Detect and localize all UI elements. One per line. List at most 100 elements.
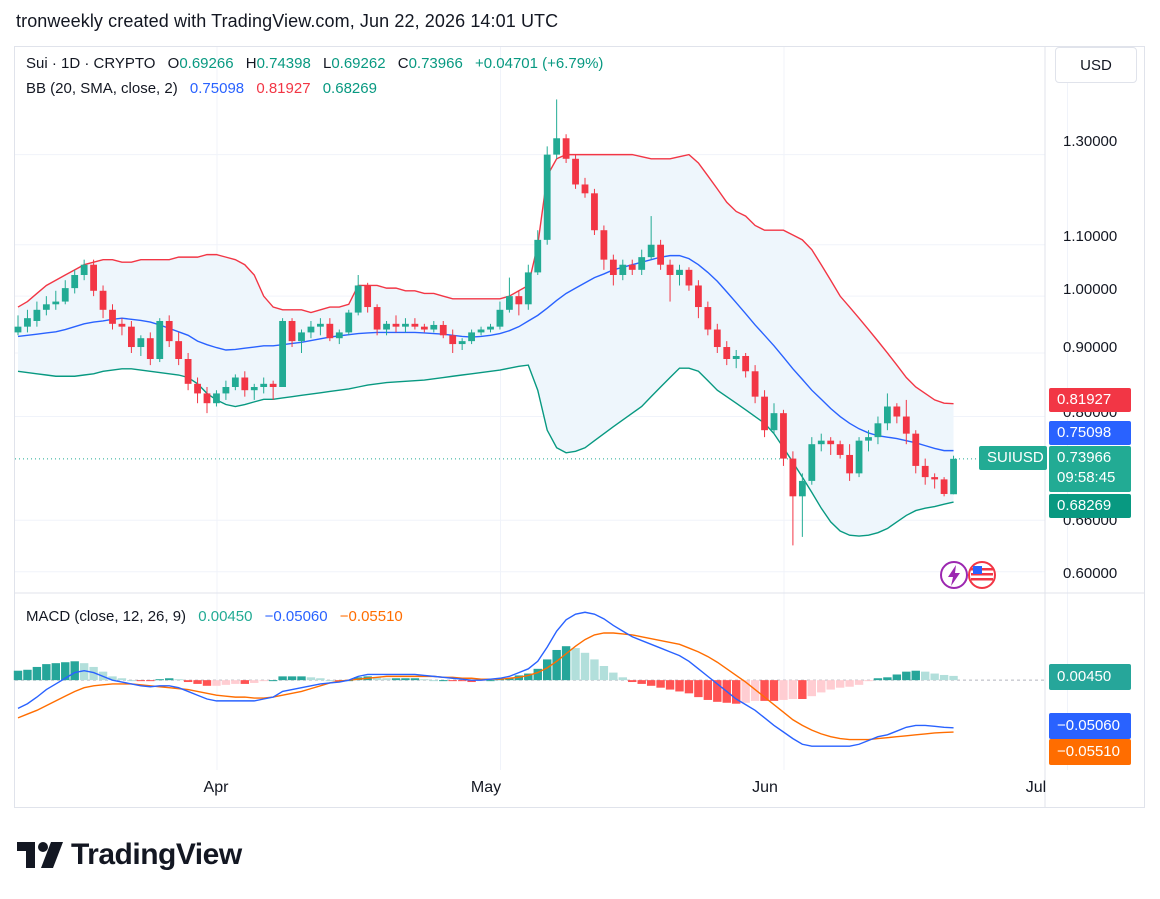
candle-body <box>496 309 504 327</box>
ohlc-close: C0.73966 <box>397 55 463 72</box>
candle-body <box>402 323 409 327</box>
macd-histogram-bar <box>930 673 939 681</box>
candle-body <box>902 416 910 434</box>
candle-body <box>836 444 844 455</box>
macd-histogram-bar <box>23 669 32 681</box>
candle-body <box>827 440 835 445</box>
candle-body <box>723 347 731 360</box>
macd-histogram-bar <box>750 680 760 701</box>
macd-histogram-bar <box>543 659 552 681</box>
candle-body <box>354 285 362 313</box>
candle-body <box>865 437 872 441</box>
currency-button[interactable]: USD <box>1055 47 1137 83</box>
bb-basis-value: 0.75098 <box>189 80 245 97</box>
macd-histogram-bar <box>89 666 98 681</box>
macd-histogram-bar <box>108 676 117 681</box>
macd-histogram-bar <box>287 676 297 681</box>
candle-body <box>912 433 920 466</box>
candle-body <box>165 320 173 342</box>
candle-body <box>109 309 116 324</box>
candle-body <box>213 393 220 404</box>
bb-upper-badge: 0.81927 <box>1049 388 1131 412</box>
chart-header: tronweekly created with TradingView.com,… <box>16 11 559 31</box>
candle-body <box>647 244 655 258</box>
macd-histogram-bar <box>533 668 542 681</box>
candle-body <box>203 393 211 404</box>
macd-histogram-bar <box>779 680 788 700</box>
candle-body <box>335 332 343 339</box>
candle-body <box>383 323 390 330</box>
candle-body <box>307 326 315 333</box>
macd-histogram-bar <box>165 678 174 681</box>
macd-histogram-bar <box>760 680 769 701</box>
macd-histogram-bar <box>325 680 335 682</box>
candle-body <box>52 301 60 305</box>
candle-body <box>600 230 608 260</box>
ohlc-change: +0.04701 (+6.79%) <box>474 55 604 72</box>
macd-histogram-bar <box>155 679 164 681</box>
candle-body <box>373 307 381 330</box>
macd-histogram-bar <box>609 672 618 681</box>
macd-histogram-bar <box>391 678 401 681</box>
macd-histogram-bar <box>448 680 457 682</box>
macd-label[interactable]: MACD (close, 12, 26, 9) <box>26 608 187 625</box>
candle-body <box>250 387 258 391</box>
candle-body <box>628 264 636 270</box>
candle-body <box>260 383 268 388</box>
candle-body <box>676 269 683 275</box>
candle-body <box>420 326 428 330</box>
macd-histogram-bar <box>902 671 911 681</box>
macd-histogram-bar <box>250 680 259 683</box>
macd-histogram-bar <box>42 664 51 681</box>
candle-body <box>345 312 353 333</box>
tradingview-logo[interactable]: TradingView <box>17 838 242 872</box>
candle-body <box>685 269 693 286</box>
macd-badge: −0.05060 <box>1049 713 1131 739</box>
candle-body <box>90 264 97 291</box>
macd-histogram-bar <box>382 678 391 681</box>
macd-histogram-bar <box>769 680 779 701</box>
macd-histogram-bar <box>665 680 675 690</box>
macd-histogram-bar <box>240 680 249 684</box>
us-flag-icon[interactable] <box>968 561 996 589</box>
macd-histogram-bar <box>457 680 467 682</box>
macd-histogram-bar <box>429 680 438 682</box>
lightning-icon[interactable] <box>940 561 968 589</box>
macd-hist-value: 0.00450 <box>198 608 253 625</box>
candle-body <box>24 318 31 327</box>
macd-histogram-bar <box>892 674 902 681</box>
macd-histogram-bar <box>854 680 864 685</box>
macd-histogram-bar <box>561 646 571 681</box>
symbol-label[interactable]: Sui · 1D · CRYPTO <box>26 55 156 72</box>
candle-body <box>761 396 768 431</box>
macd-histogram-bar <box>949 675 958 681</box>
last-price-value: 0.73966 <box>1057 449 1112 466</box>
bb-label[interactable]: BB (20, SMA, close, 2) <box>26 80 178 97</box>
candle-body <box>317 323 324 327</box>
time-tick: Jun <box>752 779 778 796</box>
macd-histogram-bar <box>193 680 202 684</box>
macd-legend: MACD (close, 12, 26, 9) 0.00450 −0.05060… <box>26 608 411 625</box>
macd-histogram-bar <box>372 677 382 681</box>
bb-upper-value: 0.81927 <box>256 80 311 97</box>
macd-histogram-bar <box>202 680 212 686</box>
chart-frame <box>14 46 1145 808</box>
macd-pane <box>13 611 958 747</box>
macd-histogram-bar <box>79 663 89 681</box>
macd-histogram-bar <box>883 677 892 681</box>
macd-histogram-bar <box>637 680 646 684</box>
candle-body <box>524 272 532 305</box>
candle-body <box>137 338 145 348</box>
macd-histogram-bar <box>524 673 533 681</box>
candle-body <box>71 274 79 289</box>
candle-body <box>118 323 126 327</box>
candle-body <box>713 329 721 348</box>
macd-histogram-bar <box>939 674 949 681</box>
candle-body <box>477 329 485 333</box>
candle-body <box>80 264 88 275</box>
ohlc-open: O0.69266 <box>167 55 234 72</box>
macd-histogram-bar <box>212 680 221 686</box>
ohlc-low: L0.69262 <box>322 55 386 72</box>
macd-histogram-bar <box>51 663 60 681</box>
